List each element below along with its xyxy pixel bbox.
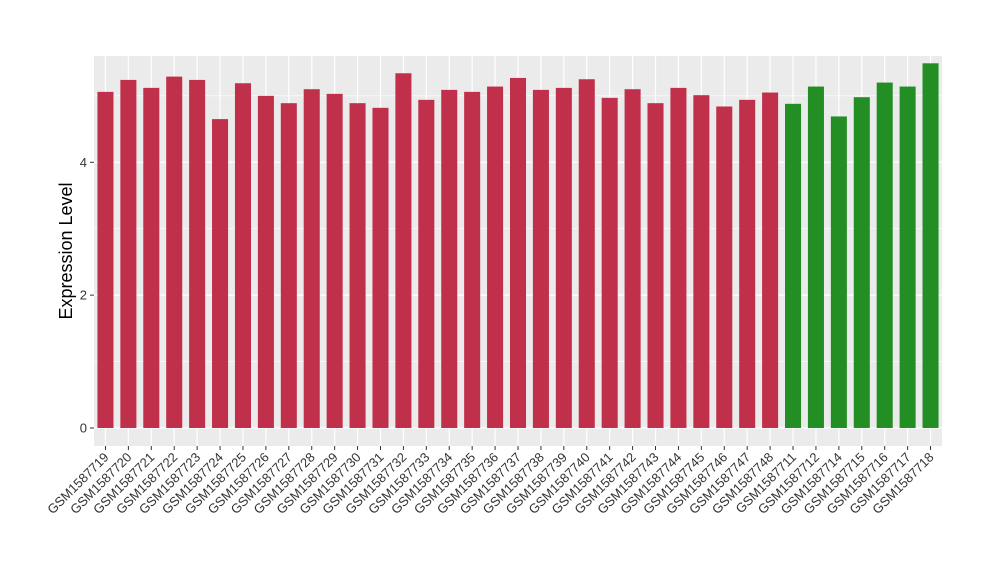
bar-GSM1587723 xyxy=(189,79,206,429)
y-tick-label: 2 xyxy=(80,288,87,303)
bar-GSM1587730 xyxy=(349,103,366,429)
bar-GSM1587716 xyxy=(876,82,893,429)
bar-GSM1587735 xyxy=(464,91,481,428)
bar-GSM1587721 xyxy=(143,87,160,428)
bar-GSM1587733 xyxy=(418,99,435,428)
y-tick-label: 0 xyxy=(80,421,87,436)
bar-GSM1587744 xyxy=(670,87,687,428)
bar-GSM1587728 xyxy=(303,89,320,428)
bar-GSM1587745 xyxy=(693,95,710,428)
bar-GSM1587712 xyxy=(807,86,824,429)
bar-GSM1587719 xyxy=(97,91,114,428)
bar-GSM1587731 xyxy=(372,107,389,429)
bar-GSM1587726 xyxy=(257,95,274,428)
bars xyxy=(97,63,939,429)
bar-GSM1587746 xyxy=(716,106,733,428)
bar-GSM1587714 xyxy=(830,116,847,428)
bar-GSM1587717 xyxy=(899,86,916,429)
bar-GSM1587725 xyxy=(234,83,251,428)
bar-GSM1587742 xyxy=(624,89,641,428)
bar-GSM1587727 xyxy=(280,103,297,429)
bar-GSM1587711 xyxy=(785,103,802,428)
bar-GSM1587736 xyxy=(487,86,504,429)
bar-GSM1587741 xyxy=(601,97,618,428)
bar-GSM1587737 xyxy=(509,77,527,429)
bar-GSM1587720 xyxy=(120,79,137,429)
bar-GSM1587748 xyxy=(762,92,779,429)
bar-GSM1587740 xyxy=(578,79,595,428)
y-axis-title: Expression Level xyxy=(56,182,76,319)
bar-GSM1587738 xyxy=(532,89,549,428)
x-axis: GSM1587719GSM1587720GSM1587721GSM1587722… xyxy=(44,446,937,517)
y-tick-label: 4 xyxy=(80,155,87,170)
bar-GSM1587722 xyxy=(166,76,183,428)
bar-GSM1587715 xyxy=(853,97,870,428)
bar-GSM1587734 xyxy=(441,89,458,428)
bar-GSM1587747 xyxy=(739,99,756,428)
bar-GSM1587732 xyxy=(395,73,412,429)
bar-GSM1587729 xyxy=(326,93,343,428)
bar-GSM1587724 xyxy=(212,119,229,428)
bar-GSM1587739 xyxy=(555,87,572,428)
bar-GSM1587743 xyxy=(647,103,664,429)
y-axis: 0 2 4 xyxy=(80,155,94,436)
bar-GSM1587718 xyxy=(922,63,939,429)
